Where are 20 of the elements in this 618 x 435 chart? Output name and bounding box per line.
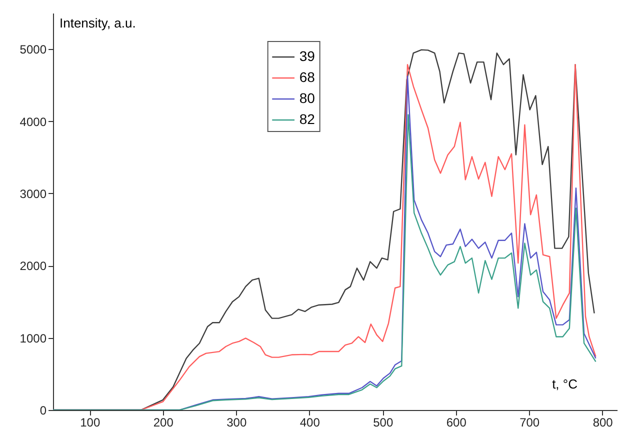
y-tick-label: 2000 [20, 259, 47, 274]
y-tick-label: 1000 [20, 331, 47, 346]
legend-label: 39 [299, 48, 316, 64]
y-tick-label: 3000 [20, 186, 47, 201]
legend-label: 80 [299, 90, 316, 106]
y-axis-title: Intensity, a.u. [60, 16, 136, 30]
x-tick-label: 500 [373, 416, 394, 430]
y-tick-label: 4000 [20, 114, 47, 129]
x-tick-label: 600 [446, 416, 467, 430]
x-tick-label: 400 [300, 416, 320, 430]
legend-label: 82 [299, 111, 316, 127]
legend-label: 68 [299, 69, 316, 85]
x-tick-label: 300 [226, 416, 247, 430]
x-tick-label: 100 [80, 416, 100, 430]
x-tick-label: 200 [153, 416, 174, 430]
x-axis-title: t, °C [552, 376, 578, 392]
y-tick-label: 0 [40, 404, 47, 418]
x-tick-label: 700 [520, 416, 540, 430]
y-tick-label: 5000 [20, 42, 47, 57]
x-tick-label: 800 [592, 416, 614, 430]
